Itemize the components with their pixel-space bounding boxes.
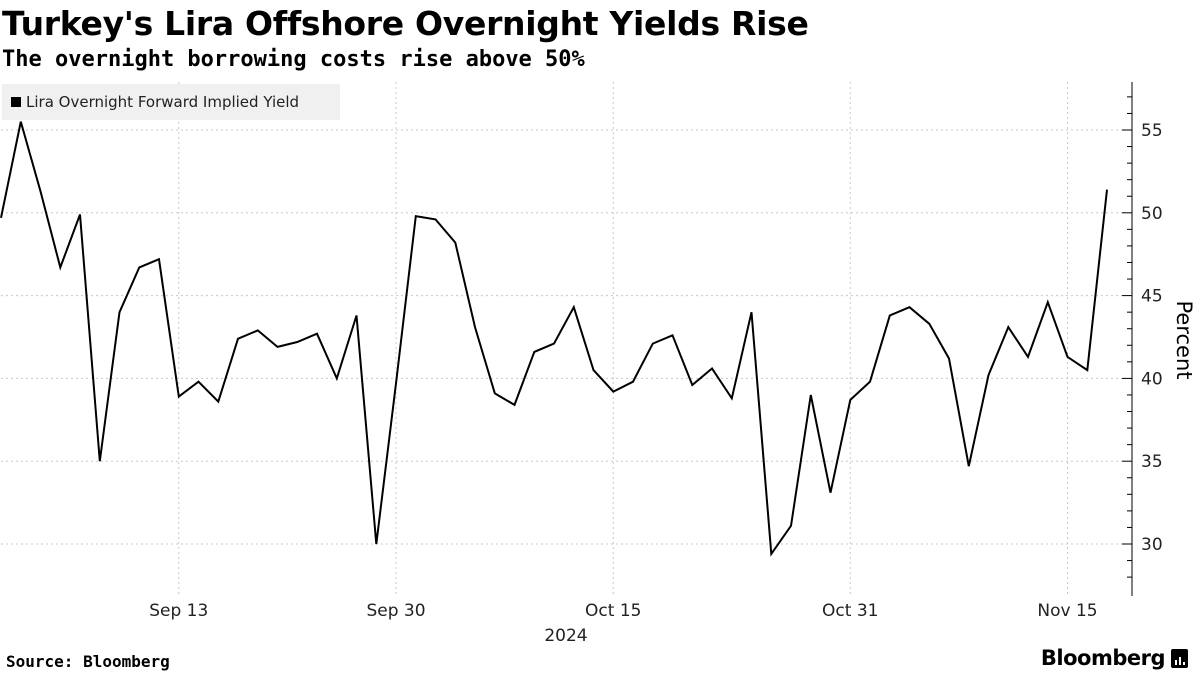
brand-name: Bloomberg — [1040, 646, 1166, 670]
series-layer — [0, 121, 1108, 557]
y-tick-label: 45 — [1141, 287, 1163, 307]
x-tick-label: Nov 15 — [1037, 601, 1097, 621]
y-tick-label: 35 — [1141, 452, 1163, 472]
legend-swatch — [11, 97, 21, 107]
chart-subtitle: The overnight borrowing costs rise above… — [2, 47, 585, 72]
bloomberg-terminal-icon — [1171, 648, 1188, 668]
series-line — [0, 121, 1108, 557]
x-tick-label: Sep 30 — [366, 601, 425, 621]
legend: Lira Overnight Forward Implied Yield — [2, 84, 340, 120]
x-tick-label: Oct 31 — [822, 601, 878, 621]
y-axis: 30 35 40 45 50 55 — [1122, 82, 1163, 596]
chart-title: Turkey's Lira Offshore Overnight Yields … — [2, 4, 809, 43]
x-tick-label: Sep 13 — [149, 601, 208, 621]
x-tick-label: Oct 15 — [585, 601, 641, 621]
y-tick-label: 50 — [1141, 204, 1163, 224]
brand-logo: Bloomberg — [1041, 646, 1188, 670]
y-tick-label: 55 — [1141, 121, 1163, 141]
y-axis-label: Percent — [1172, 300, 1196, 379]
grid-lines — [1, 82, 1122, 596]
x-axis-year-label: 2024 — [544, 626, 587, 646]
x-axis: Sep 13 Sep 30 Oct 15 Oct 31 Nov 15 — [149, 601, 1097, 621]
y-tick-label: 30 — [1141, 535, 1163, 555]
source-note: Source: Bloomberg — [6, 652, 170, 671]
y-tick-label: 40 — [1141, 369, 1163, 389]
legend-label: Lira Overnight Forward Implied Yield — [26, 93, 300, 111]
